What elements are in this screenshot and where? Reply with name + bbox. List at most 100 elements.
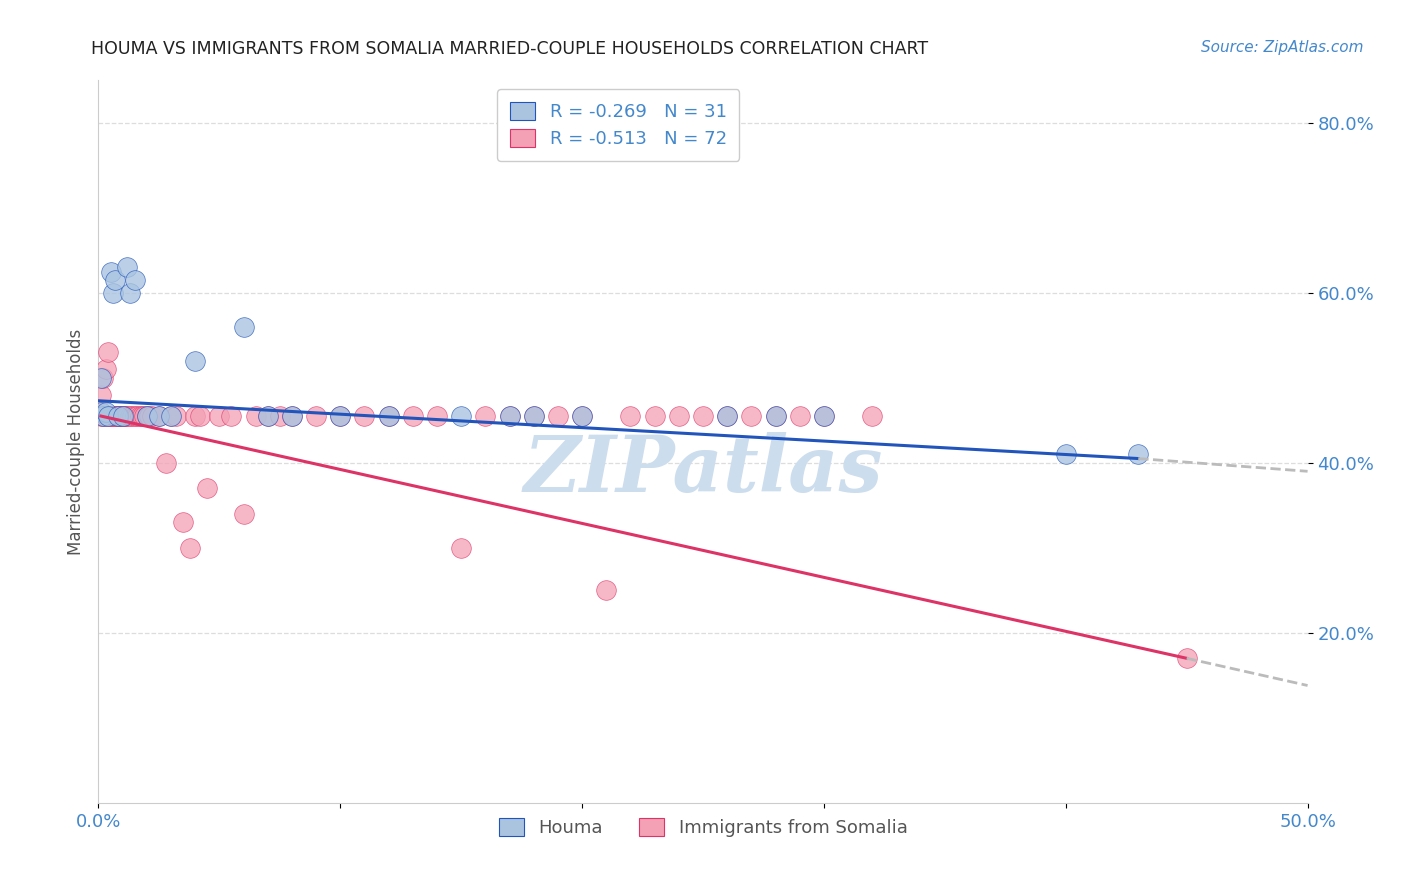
Point [100,409,122,423]
Point [104,409,127,423]
Point [789,409,811,423]
Point [97,345,120,359]
Point [571,409,593,423]
Point [426,409,449,423]
Point [90,371,112,385]
Point [100,264,122,278]
Point [498,409,520,423]
Point [813,409,835,423]
Point [353,409,375,423]
Point [716,409,738,423]
Point [121,409,143,423]
Point [305,409,328,423]
Point [124,273,146,287]
Point [101,285,124,300]
Point [108,409,131,423]
Point [104,273,127,287]
Point [94,362,117,376]
Point [377,409,399,423]
Point [232,507,254,521]
Point [184,409,207,423]
Y-axis label: Married-couple Households: Married-couple Households [66,328,84,555]
Point [740,409,762,423]
Point [135,409,157,423]
Point [91,371,114,385]
Point [1175,651,1198,665]
Point [644,409,666,423]
Point [138,409,160,423]
Point [595,583,617,598]
Point [117,260,139,275]
Point [860,409,883,423]
Point [108,409,131,423]
Point [281,409,304,423]
Text: ZIPatlas: ZIPatlas [523,433,883,508]
Point [619,409,641,423]
Point [111,409,134,423]
Point [813,409,835,423]
Point [90,388,112,402]
Point [97,409,120,423]
Point [523,409,546,423]
Point [107,409,129,423]
Point [118,409,141,423]
Point [111,409,134,423]
Point [195,481,218,495]
Point [165,409,187,423]
Point [94,405,117,419]
Point [90,409,112,423]
Point [221,409,243,423]
Text: HOUMA VS IMMIGRANTS FROM SOMALIA MARRIED-COUPLE HOUSEHOLDS CORRELATION CHART: HOUMA VS IMMIGRANTS FROM SOMALIA MARRIED… [91,40,928,58]
Point [547,409,569,423]
Point [232,319,254,334]
Point [90,405,112,419]
Point [179,541,201,555]
Point [765,409,787,423]
Point [474,409,496,423]
Point [692,409,714,423]
Point [141,409,163,423]
Point [91,409,114,423]
Point [329,409,352,423]
Point [256,409,278,423]
Point [107,409,129,423]
Point [571,409,593,423]
Point [127,409,149,423]
Point [256,409,278,423]
Point [104,409,127,423]
Point [402,409,425,423]
Point [184,353,207,368]
Point [100,409,122,423]
Point [450,541,472,555]
Text: Source: ZipAtlas.com: Source: ZipAtlas.com [1201,40,1364,55]
Point [97,409,120,423]
Point [450,409,472,423]
Point [160,409,183,423]
Point [148,409,170,423]
Point [114,409,136,423]
Point [716,409,738,423]
Point [94,409,117,423]
Point [118,285,141,300]
Point [101,409,124,423]
Point [1054,447,1077,461]
Point [155,456,177,470]
Point [208,409,231,423]
Point [498,409,520,423]
Point [245,409,267,423]
Point [523,409,546,423]
Point [329,409,352,423]
Point [135,409,157,423]
Point [131,409,153,423]
Point [114,409,136,423]
Point [124,409,146,423]
Point [117,409,139,423]
Point [107,409,129,423]
Point [160,409,183,423]
Point [91,409,114,423]
Point [172,516,194,530]
Point [1128,447,1150,461]
Point [128,409,150,423]
Point [134,409,156,423]
Point [765,409,787,423]
